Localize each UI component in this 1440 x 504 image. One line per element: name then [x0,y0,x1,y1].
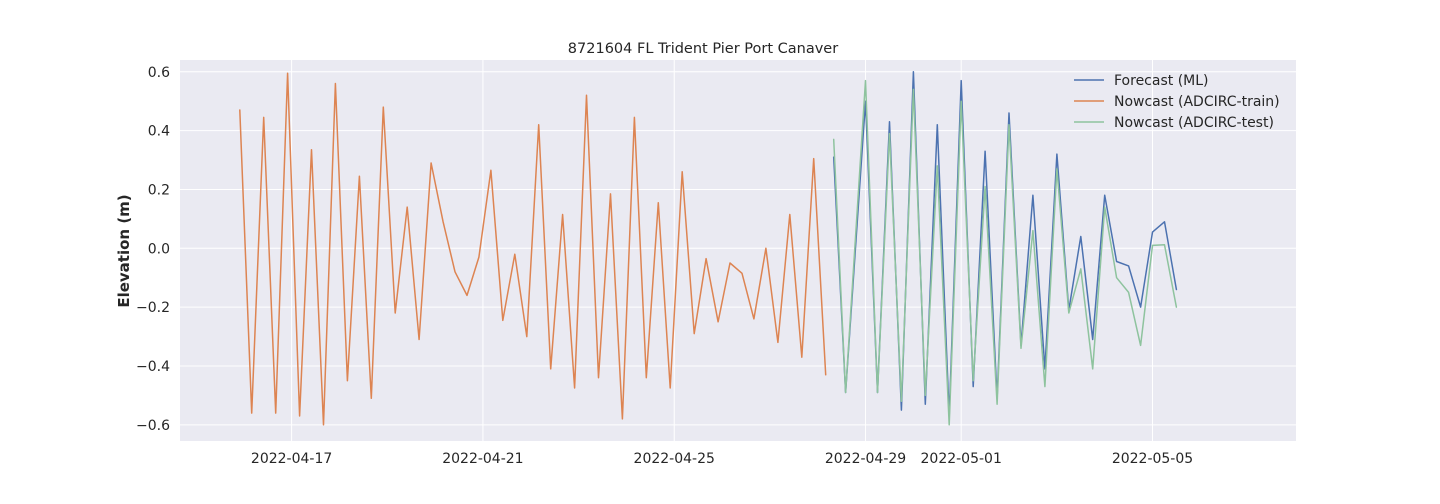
chart-title: 8721604 FL Trident Pier Port Canaver [568,41,838,57]
y-tick-label: 0.4 [148,124,170,140]
y-tick-label: −0.2 [136,300,170,316]
tick-labels: −0.6 −0.4 −0.2 0.0 0.2 0.4 0.6 2022-04-17 2022-0… [136,65,1193,467]
x-tick-label: 2022-05-05 [1112,451,1193,467]
x-tick-label: 2022-04-21 [442,451,523,467]
y-tick-label: 0.0 [148,241,170,257]
legend: Forecast (ML) Nowcast (ADCIRC-train) Nowca… [1074,73,1280,131]
x-tick-label: 2022-04-25 [634,451,715,467]
y-axis-label: Elevation (m) [115,194,133,307]
x-tick-label: 2022-04-29 [825,451,906,467]
series-layer [239,71,1178,426]
x-tick-label: 2022-04-17 [251,451,332,467]
plot-area [180,60,1296,441]
y-tick-label: −0.6 [136,418,170,434]
series-line-nowcast-adcirc-train [239,72,827,426]
legend-label: Nowcast (ADCIRC-train) [1114,94,1280,110]
x-tick-label: 2022-05-01 [921,451,1002,467]
legend-label: Nowcast (ADCIRC-test) [1114,115,1274,131]
legend-label: Forecast (ML) [1114,73,1209,89]
y-tick-label: −0.4 [136,359,170,375]
series-line-nowcast-adcirc-test [832,79,1178,426]
y-tick-label: 0.2 [148,182,170,198]
y-tick-label: 0.6 [148,65,170,81]
